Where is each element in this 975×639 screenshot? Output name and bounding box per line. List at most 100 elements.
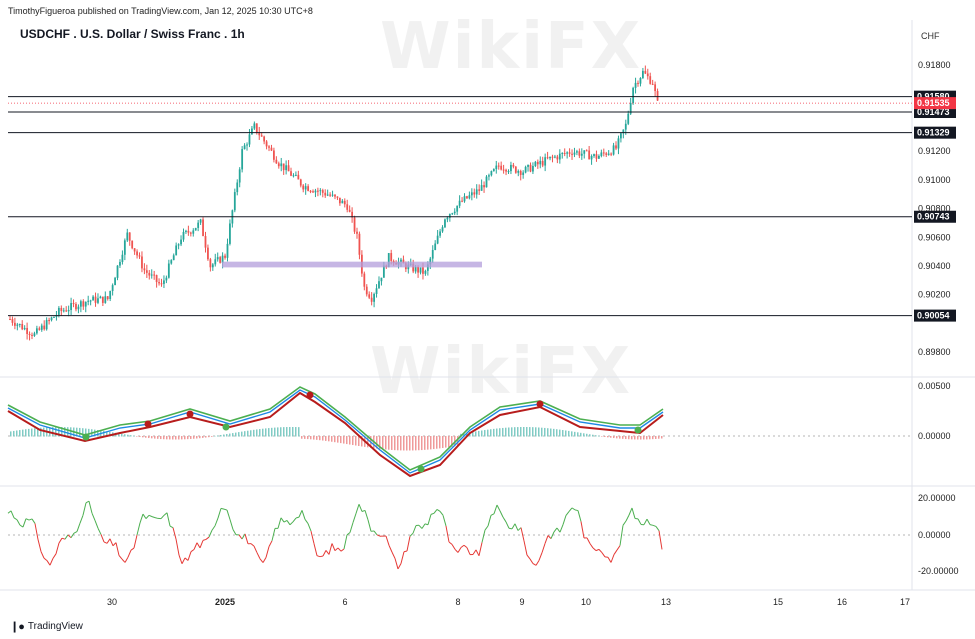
osc-segment [100,534,105,543]
candle-body-229 [568,152,571,154]
osc-segment [358,504,363,512]
candle-body-208 [517,170,520,173]
macd-hist-bar [616,436,618,439]
osc-tick-1: 0.00000 [918,530,951,540]
candle-body-38 [101,296,104,303]
candle-body-79 [202,219,204,237]
osc-segment [631,507,636,519]
oscillator-panel-1: 0.00500 0.00000 [7,381,951,478]
candle-body-93 [236,182,239,193]
level-label-3: 0.90743 [917,212,950,222]
macd-hist-bar [127,434,129,437]
candle-body-202 [502,169,505,171]
candle-body-134 [336,196,339,198]
candle-body-231 [573,152,576,155]
macd-hist-bar [424,436,426,450]
candle-body-212 [527,164,529,167]
macd-hist-bar [646,436,648,440]
candle-body-32 [87,300,90,302]
candle-body-259 [641,70,644,79]
candle-body-11 [35,328,38,334]
candle-body-61 [158,282,160,284]
macd-hist-bar [19,430,21,437]
candle-body-192 [478,189,481,191]
price-tick-2: 0.91000 [918,175,951,185]
osc-segment [433,509,438,514]
osc-segment [541,543,546,553]
osc-segment [598,549,603,554]
candle-body-56 [145,270,148,273]
macd-hist-bar [442,436,444,448]
candle-body-2 [13,322,16,326]
candle-body-62 [160,283,163,285]
osc-segment [445,525,450,543]
osc-segment [151,516,156,519]
candle-body-77 [197,222,200,228]
osc-segment [352,513,357,523]
candle-body-98 [248,134,251,145]
candle-body-217 [539,160,542,165]
candle-body-36 [97,298,99,303]
candle-body-200 [497,165,500,167]
time-tick-0: 30 [107,597,117,607]
osc-segment [25,518,30,521]
macd-hist-bar [121,433,123,437]
osc-segment [232,529,237,536]
macd-hist-bar [661,436,663,439]
candle-body-48 [126,232,129,241]
osc-segment [403,550,408,553]
candle-body-207 [514,166,517,173]
osc-segment [457,547,462,553]
osc-segment [301,510,306,520]
macd-hist-bar [184,436,186,440]
macd-hist-bar [166,436,168,440]
macd-hist-bar [388,436,390,450]
osc-segment [295,516,300,519]
osc-segment [475,549,480,557]
candle-body-135 [338,197,341,204]
macd-hist-bar [313,436,315,440]
macd-hist-bar [556,429,558,437]
macd-hist-bar [529,427,531,437]
macd-hist-bar [499,428,501,437]
macd-hist-bar [376,436,378,449]
candle-body-235 [583,150,586,154]
candle-body-113 [285,165,288,171]
candle-body-205 [510,164,512,172]
osc-segment [487,515,492,527]
osc-segment [226,509,231,520]
candle-body-16 [48,320,50,322]
candle-body-54 [141,256,143,269]
macd-hist-bar [580,432,582,437]
osc-segment [484,525,489,531]
macd-hist-bar [118,433,120,437]
macd-hist-bar [181,436,183,440]
osc-segment [37,539,42,552]
candle-body-178 [444,219,446,228]
candle-body-239 [593,154,595,157]
candle-body-141 [353,217,356,232]
osc-segment [376,534,381,537]
osc-segment [580,521,585,539]
candle-body-63 [163,280,165,284]
osc-segment [373,530,378,536]
candle-body-224 [556,156,559,160]
macd-hist-bar [163,436,165,440]
candle-body-37 [99,296,102,299]
macd-hist-bar [157,436,159,439]
candle-body-4 [18,324,21,326]
macd-hist-bar [526,427,528,437]
macd-cross-dot-0 [82,433,90,441]
osc-segment [499,510,504,518]
osc-segment [85,500,90,504]
candle-body-186 [463,196,466,202]
macd-hist-bar [334,436,336,443]
macd-hist-bar [202,436,204,438]
osc-segment [616,545,621,551]
candle-body-25 [70,303,72,311]
macd-hist-bar [406,436,408,451]
macd-hist-bar [82,428,84,437]
osc-segment [418,524,423,529]
candle-body-20 [57,307,60,315]
